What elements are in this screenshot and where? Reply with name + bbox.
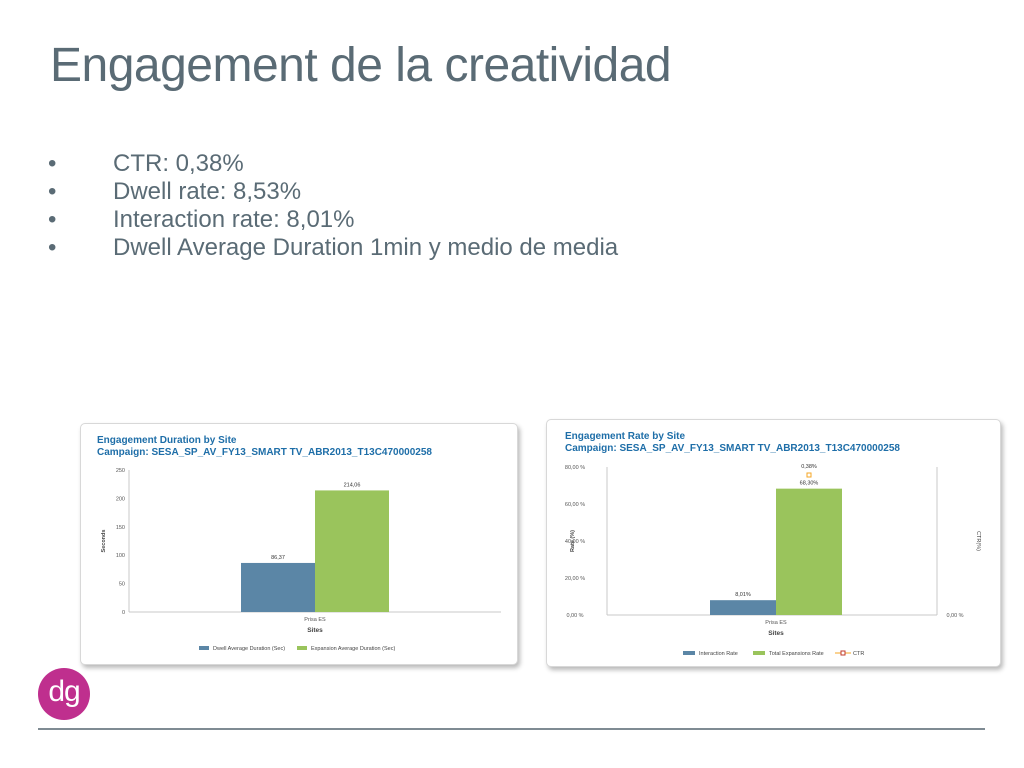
y-tick-label: 200 [116, 496, 125, 502]
chart-subtitle: Campaign: SESA_SP_AV_FY13_SMART TV_ABR20… [565, 443, 900, 454]
y-axis-label: Seconds [101, 530, 107, 553]
y2-tick-label: 0,00 % [946, 613, 963, 619]
bullet-marker: • [48, 206, 57, 233]
data-label: 0,38% [801, 464, 817, 470]
bullet-text: Interaction rate: 8,01% [113, 206, 355, 233]
y-tick-label: 80,00 % [565, 465, 585, 471]
chart-title: Engagement Rate by Site [565, 431, 686, 442]
bullet-item: • Dwell rate: 8,53% [48, 178, 618, 206]
y-tick-label: 0 [122, 610, 125, 616]
footer-divider [38, 728, 985, 730]
legend-swatch [297, 646, 307, 650]
legend-swatch [199, 646, 209, 650]
y-axis-label: Rate (%) [570, 530, 576, 552]
bar-expansion [315, 490, 389, 612]
legend-label: CTR [853, 651, 864, 657]
x-axis-label: Sites [307, 627, 323, 634]
legend-marker [840, 650, 846, 656]
duration-chart-panel: Engagement Duration by Site Campaign: SE… [80, 423, 518, 665]
y-tick-label: 50 [119, 582, 125, 588]
chart-subtitle: Campaign: SESA_SP_AV_FY13_SMART TV_ABR20… [97, 447, 432, 458]
data-label: 68,30% [800, 481, 819, 487]
dg-logo: dg [38, 668, 90, 720]
bullet-marker: • [48, 234, 57, 261]
legend-label: Expansion Average Duration (Sec) [311, 646, 395, 652]
y-tick-label: 250 [116, 468, 125, 474]
bullet-marker: • [48, 178, 57, 205]
bullet-item: • Interaction rate: 8,01% [48, 206, 618, 234]
ctr-marker [806, 472, 812, 478]
y-tick-label: 20,00 % [565, 576, 585, 582]
rate-chart: 0,00 % 20,00 % 40,00 % 60,00 % 80,00 % 0,00 %… [565, 464, 981, 657]
bullet-item: • CTR: 0,38% [48, 150, 618, 178]
bullet-list: • CTR: 0,38% • Dwell rate: 8,53% • Interact… [48, 150, 618, 262]
legend-label: Interaction Rate [699, 651, 738, 657]
bullet-text: CTR: 0,38% [113, 150, 244, 177]
x-tick-label: Prisa ES [765, 620, 787, 626]
x-tick-label: Prisa ES [304, 617, 326, 623]
bar-expansion [776, 488, 842, 615]
data-label: 214,06 [344, 482, 361, 488]
legend-label: Dwell Average Duration (Sec) [213, 646, 285, 652]
bullet-text: Dwell rate: 8,53% [113, 178, 302, 205]
y-tick-label: 40,00 % [565, 539, 585, 545]
data-label: 8,01% [735, 592, 751, 598]
legend-swatch [683, 651, 695, 655]
bullet-marker: • [48, 150, 57, 177]
slide-title: Engagement de la creatividad [50, 39, 672, 92]
duration-chart: 0 50 100 150 200 250 Seconds 86,37 214,06 Prisa E… [101, 468, 501, 652]
y-tick-label: 60,00 % [565, 502, 585, 508]
y-tick-label: 150 [116, 525, 125, 531]
data-label: 86,37 [271, 555, 285, 561]
legend-swatch [753, 651, 765, 655]
bullet-text: Dwell Average Duration 1min y medio de m… [113, 234, 619, 261]
bullet-item: • Dwell Average Duration 1min y medio de … [48, 234, 618, 262]
bar-dwell [710, 600, 776, 615]
x-axis-label: Sites [768, 630, 784, 637]
y-tick-label: 0,00 % [566, 613, 583, 619]
rate-chart-panel: Engagement Rate by Site Campaign: SESA_S… [546, 419, 1001, 667]
legend-label: Total Expansions Rate [769, 651, 824, 657]
y2-axis-label: CTR(%) [975, 531, 981, 551]
bar-dwell [241, 562, 315, 612]
chart-title: Engagement Duration by Site [97, 435, 237, 446]
y-tick-label: 100 [116, 553, 125, 559]
